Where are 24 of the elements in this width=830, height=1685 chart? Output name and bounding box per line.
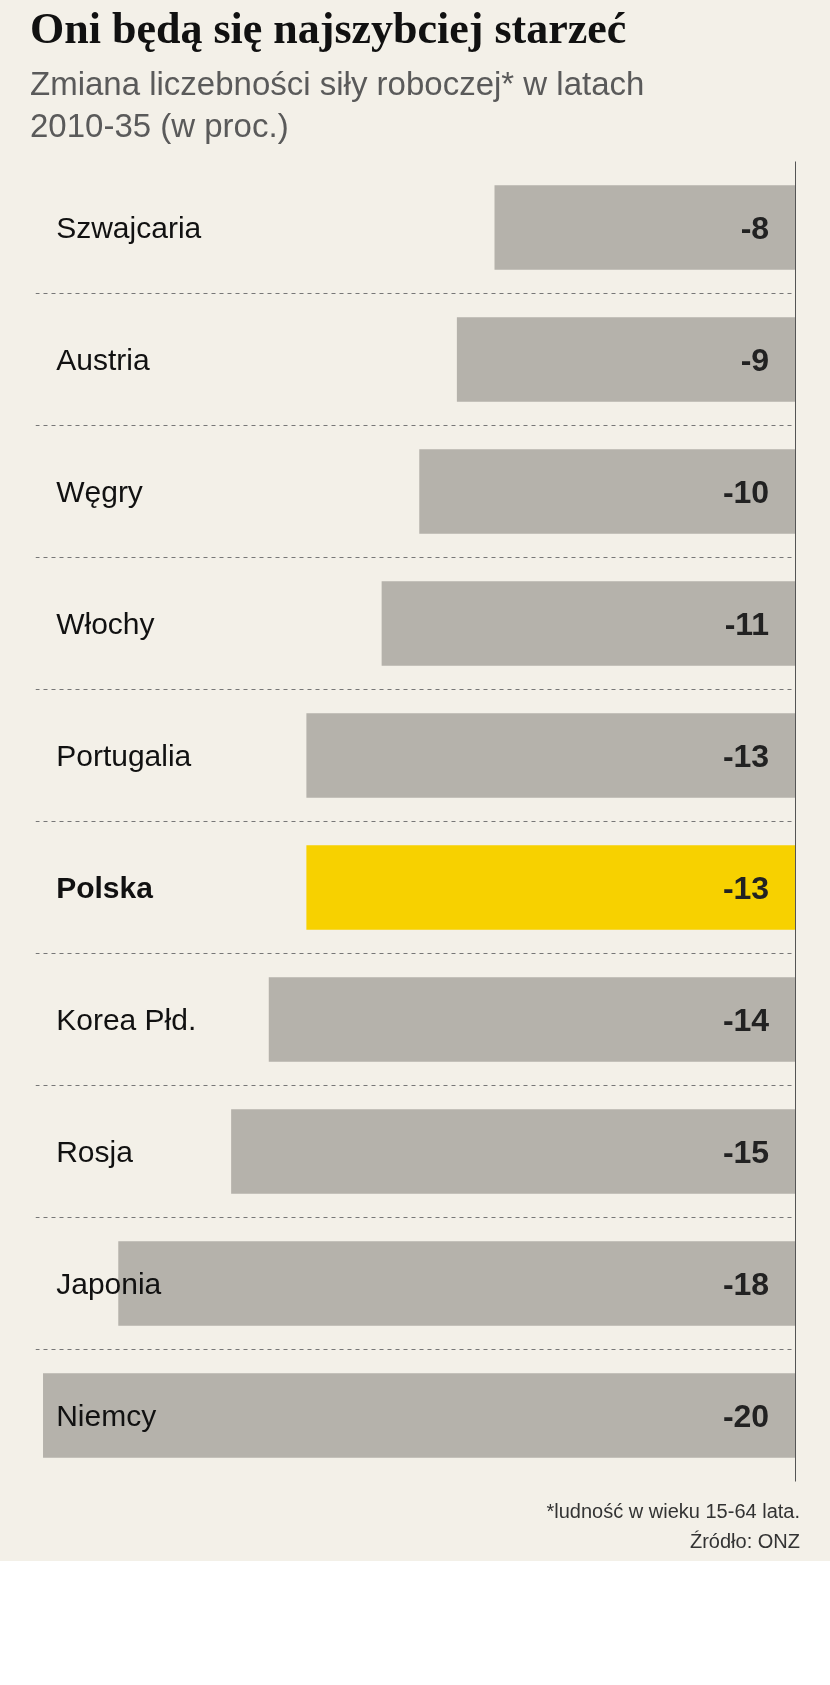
y-tick-label: Włochy (56, 606, 155, 640)
y-tick-label: Szwajcaria (56, 210, 202, 244)
chart-title: Oni będą się najszybciej starzeć (30, 4, 627, 54)
data-label: -13 (722, 737, 770, 774)
y-tick-label: Portugalia (56, 738, 192, 772)
y-tick-label: Polska (56, 870, 154, 904)
y-tick-label: Japonia (56, 1266, 162, 1300)
data-label: -11 (724, 605, 770, 642)
y-tick-label: Niemcy (56, 1398, 157, 1432)
data-label: -14 (722, 1001, 770, 1038)
data-label: -15 (722, 1133, 770, 1170)
data-label: -18 (722, 1265, 770, 1302)
data-label: -9 (740, 341, 770, 378)
text: *ludność w wieku 15-64 lata. (546, 1499, 800, 1522)
data-label: -8 (740, 209, 770, 246)
y-tick-label: Korea Płd. (56, 1002, 197, 1036)
text: Źródło: ONZ (689, 1529, 800, 1552)
data-label: -13 (722, 869, 770, 906)
y-tick-label: Węgry (56, 474, 143, 508)
data-label: -10 (722, 473, 770, 510)
chart-subtitle: Zmiana liczebności siły roboczej* w latach 2010-35 (w proc.) (30, 64, 646, 146)
y-tick-label: Austria (56, 342, 150, 376)
y-tick-label: Rosja (56, 1134, 134, 1168)
data-label: -20 (722, 1397, 770, 1434)
